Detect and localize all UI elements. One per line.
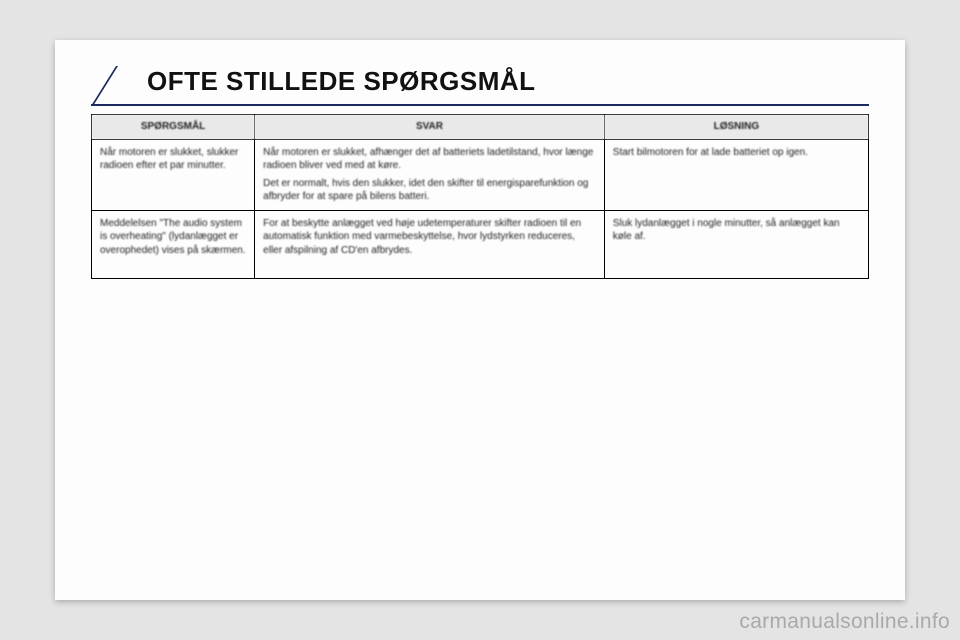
answer-paragraph: Når motoren er slukket, afhænger det af … (263, 146, 596, 173)
table-row: Når motoren er slukket, slukker radioen … (92, 139, 869, 210)
page-title: OFTE STILLEDE SPØRGSMÅL (147, 66, 536, 97)
document-page: OFTE STILLEDE SPØRGSMÅL SPØRGSMÅL SVAR L… (55, 40, 905, 600)
cell-answer: Når motoren er slukket, afhænger det af … (255, 139, 605, 210)
watermark: carmanualsonline.info (739, 610, 950, 634)
col-header-question: SPØRGSMÅL (92, 115, 255, 140)
answer-paragraph: For at beskytte anlægget ved høje udetem… (263, 217, 596, 258)
cell-question: Meddelelsen "The audio system is overhea… (92, 210, 255, 278)
cell-answer: For at beskytte anlægget ved høje udetem… (255, 210, 605, 278)
table-row: Meddelelsen "The audio system is overhea… (92, 210, 869, 278)
cell-question: Når motoren er slukket, slukker radioen … (92, 139, 255, 210)
col-header-solution: LØSNING (604, 115, 868, 140)
answer-paragraph: Det er normalt, hvis den slukker, idet d… (263, 177, 596, 204)
faq-table: SPØRGSMÅL SVAR LØSNING Når motoren er sl… (91, 114, 869, 279)
col-header-answer: SVAR (255, 115, 605, 140)
cell-solution: Start bilmotoren for at lade batteriet o… (604, 139, 868, 210)
title-container: OFTE STILLEDE SPØRGSMÅL (91, 70, 869, 106)
cell-solution: Sluk lydanlægget i nogle minutter, så an… (604, 210, 868, 278)
